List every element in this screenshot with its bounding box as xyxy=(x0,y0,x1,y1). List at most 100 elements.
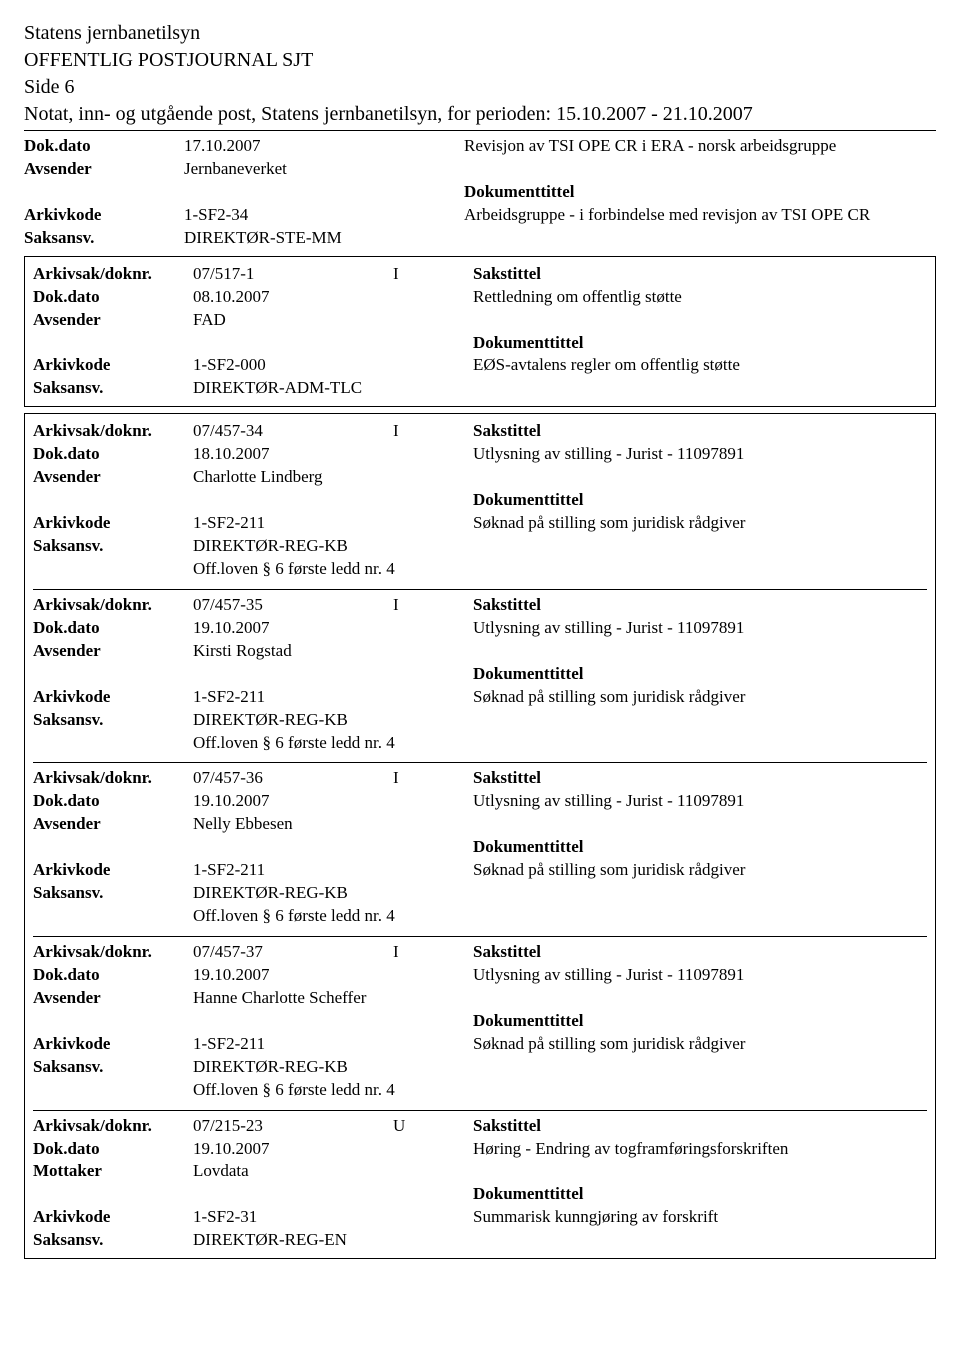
entry-offloven: Off.loven § 6 første ledd nr. 4 xyxy=(193,558,473,581)
period-line: Notat, inn- og utgående post, Statens je… xyxy=(24,101,936,131)
label-sakstittel: Sakstittel xyxy=(473,420,541,443)
label-arkivsak: Arkivsak/doknr. xyxy=(33,941,193,964)
box1-io: I xyxy=(393,263,473,286)
entry-saksansv: DIREKTØR-REG-EN xyxy=(193,1229,473,1252)
top-doktext: Arbeidsgruppe - i forbindelse med revisj… xyxy=(464,204,936,227)
top-dokdato: 17.10.2007 xyxy=(184,135,464,158)
label-party: Avsender xyxy=(33,987,193,1010)
top-saksansv: DIREKTØR-STE-MM xyxy=(184,227,464,250)
entry-offloven: Off.loven § 6 første ledd nr. 4 xyxy=(193,905,473,928)
entry-doktext: Søknad på stilling som juridisk rådgiver xyxy=(473,1033,927,1056)
label-sakstittel: Sakstittel xyxy=(473,1115,541,1138)
page-side: Side 6 xyxy=(24,74,936,101)
label-dokdato: Dok.dato xyxy=(24,135,184,158)
journal-entry: Arkivsak/doknr.07/457-36ISakstittel Dok.d… xyxy=(33,767,927,928)
label-sakstittel: Sakstittel xyxy=(473,767,541,790)
entry-saksansv: DIREKTØR-REG-KB xyxy=(193,535,473,558)
entry-arkivsak: 07/457-36 xyxy=(193,767,393,790)
entry-avsender: Nelly Ebbesen xyxy=(193,813,473,836)
label-party: Avsender xyxy=(33,466,193,489)
label-sakstittel: Sakstittel xyxy=(473,594,541,617)
box1-saksansv: DIREKTØR-ADM-TLC xyxy=(193,377,473,400)
label-saksansv: Saksansv. xyxy=(33,1229,193,1252)
entry-sakstittel-text: Utlysning av stilling - Jurist - 1109789… xyxy=(473,617,927,640)
journal-entry: Arkivsak/doknr.07/215-23USakstittelDok.d… xyxy=(33,1115,927,1253)
label-arkivsak: Arkivsak/doknr. xyxy=(33,1115,193,1138)
entry-offloven: Off.loven § 6 første ledd nr. 4 xyxy=(193,732,473,755)
journal-entry: Arkivsak/doknr.07/457-34ISakstittelDok.d… xyxy=(33,420,927,581)
label-dokumenttittel: Dokumenttittel xyxy=(473,332,927,355)
label-arkivkode: Arkivkode xyxy=(33,859,193,882)
entry-saksansv: DIREKTØR-REG-KB xyxy=(193,882,473,905)
entry-arkivkode: 1-SF2-211 xyxy=(193,1033,473,1056)
box1-avsender: FAD xyxy=(193,309,473,332)
org-name: Statens jernbanetilsyn xyxy=(24,20,936,47)
entry-avsender: Kirsti Rogstad xyxy=(193,640,473,663)
journal-title: OFFENTLIG POSTJOURNAL SJT xyxy=(24,47,936,74)
label-sakstittel: Sakstittel xyxy=(473,263,541,286)
label-arkivkode: Arkivkode xyxy=(33,354,193,377)
entry-separator xyxy=(33,936,927,937)
entry-saksansv: DIREKTØR-REG-KB xyxy=(193,709,473,732)
box1-arkivsak: 07/517-1 xyxy=(193,263,393,286)
label-sakstittel: Sakstittel xyxy=(473,941,541,964)
label-arkivkode: Arkivkode xyxy=(24,204,184,227)
entry-arkivsak: 07/457-35 xyxy=(193,594,393,617)
entry-mottaker: Lovdata xyxy=(193,1160,473,1183)
label-saksansv: Saksansv. xyxy=(33,535,193,558)
label-saksansv: Saksansv. xyxy=(33,377,193,400)
label-dokumenttittel: Dokumenttittel xyxy=(473,489,927,512)
entry-saksansv: DIREKTØR-REG-KB xyxy=(193,1056,473,1079)
label-arkivsak: Arkivsak/doknr. xyxy=(33,263,193,286)
entry-box-1: Arkivsak/doknr. 07/517-1 I Sakstittel Do… xyxy=(24,256,936,408)
top-revisjon: Revisjon av TSI OPE CR i ERA - norsk arb… xyxy=(464,135,936,158)
label-saksansv: Saksansv. xyxy=(33,709,193,732)
label-party: Avsender xyxy=(33,640,193,663)
entry-arkivsak: 07/457-37 xyxy=(193,941,393,964)
entry-offloven: Off.loven § 6 første ledd nr. 4 xyxy=(193,1079,473,1102)
label-arkivsak: Arkivsak/doknr. xyxy=(33,767,193,790)
label-dokdato: Dok.dato xyxy=(33,617,193,640)
label-dokumenttittel: Dokumenttittel xyxy=(473,1010,927,1033)
box1-doktext: EØS-avtalens regler om offentlig støtte xyxy=(473,354,927,377)
entry-io: U xyxy=(393,1115,473,1138)
label-dokdato: Dok.dato xyxy=(33,964,193,987)
entry-arkivsak: 07/215-23 xyxy=(193,1115,393,1138)
entry-sakstittel-text: Utlysning av stilling - Jurist - 1109789… xyxy=(473,443,927,466)
entry-separator xyxy=(33,589,927,590)
entry-dokdato: 19.10.2007 xyxy=(193,790,473,813)
entry-dokdato: 18.10.2007 xyxy=(193,443,473,466)
top-entry: Dok.dato 17.10.2007 Revisjon av TSI OPE … xyxy=(24,135,936,250)
label-dokumenttittel: Dokumenttittel xyxy=(464,181,936,204)
entry-separator xyxy=(33,1110,927,1111)
label-saksansv: Saksansv. xyxy=(33,1056,193,1079)
entry-io: I xyxy=(393,767,473,790)
label-dokumenttittel: Dokumenttittel xyxy=(473,1183,927,1206)
entry-avsender: Hanne Charlotte Scheffer xyxy=(193,987,473,1010)
entry-box-2: Arkivsak/doknr.07/457-34ISakstittelDok.d… xyxy=(24,413,936,1259)
label-dokdato: Dok.dato xyxy=(33,790,193,813)
journal-entry: Arkivsak/doknr.07/457-37ISakstittel Dok.d… xyxy=(33,941,927,1102)
entry-doktext: Summarisk kunngjøring av forskrift xyxy=(473,1206,927,1229)
label-dokumenttittel: Dokumenttittel xyxy=(473,836,927,859)
label-arkivkode: Arkivkode xyxy=(33,512,193,535)
entry-arkivkode: 1-SF2-31 xyxy=(193,1206,473,1229)
entry-io: I xyxy=(393,941,473,964)
entry-arkivkode: 1-SF2-211 xyxy=(193,512,473,535)
entry-arkivkode: 1-SF2-211 xyxy=(193,859,473,882)
entry-dokdato: 19.10.2007 xyxy=(193,964,473,987)
entry-arkivkode: 1-SF2-211 xyxy=(193,686,473,709)
label-saksansv: Saksansv. xyxy=(33,882,193,905)
label-party: Avsender xyxy=(33,813,193,836)
label-arkivkode: Arkivkode xyxy=(33,1206,193,1229)
top-avsender: Jernbaneverket xyxy=(184,158,464,181)
entry-doktext: Søknad på stilling som juridisk rådgiver xyxy=(473,512,927,535)
label-dokdato: Dok.dato xyxy=(33,443,193,466)
label-dokumenttittel: Dokumenttittel xyxy=(473,663,927,686)
label-arkivsak: Arkivsak/doknr. xyxy=(33,420,193,443)
label-avsender: Avsender xyxy=(24,158,184,181)
box1-dokdato: 08.10.2007 xyxy=(193,286,473,309)
label-party: Mottaker xyxy=(33,1160,193,1183)
label-arkivsak: Arkivsak/doknr. xyxy=(33,594,193,617)
entry-sakstittel-text: Høring - Endring av togframføringsforskr… xyxy=(473,1138,927,1161)
